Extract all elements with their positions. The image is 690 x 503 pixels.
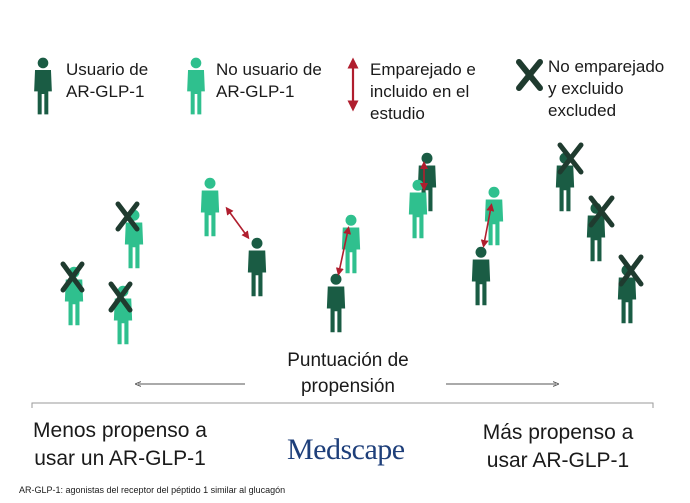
divider-line [31,402,654,408]
legend-excluded-label: No emparejado y excluido excluded [548,57,665,120]
less-likely-label: Menos propenso a usar un AR-GLP-1 [33,419,207,470]
excluded-cross-icon [588,195,615,228]
person-user [326,273,346,333]
legend-user-icon [34,57,52,115]
more-likely-label: Más propenso a usar AR-GLP-1 [482,421,634,472]
person-non-user [484,186,504,246]
match-arrow-icon [480,203,495,248]
match-arrow-icon [335,226,352,276]
excluded-cross-icon [557,142,584,175]
legend-non-user-label: No usuario de AR-GLP-1 [216,60,322,101]
person-user [247,237,267,297]
legend-matched-label: Emparejado e incluido en el estudio [370,60,476,123]
excluded-cross-icon [115,201,140,232]
excluded-cross-icon [108,281,133,313]
legend-excluded-cross-icon [516,59,543,91]
match-arrow-icon [225,206,250,240]
axis-title: Puntuación de propensión [287,350,409,397]
footnote: AR-GLP-1: agonistas del receptor del pép… [19,485,286,495]
excluded-cross-icon [618,254,644,287]
legend-non-user-icon [187,57,205,115]
excluded-cross-icon [60,261,85,293]
person-user [471,246,491,306]
legend-user-label: Usuario de AR-GLP-1 [66,60,149,101]
person-non-user [200,177,220,237]
medscape-logo: Medscape [287,433,405,466]
